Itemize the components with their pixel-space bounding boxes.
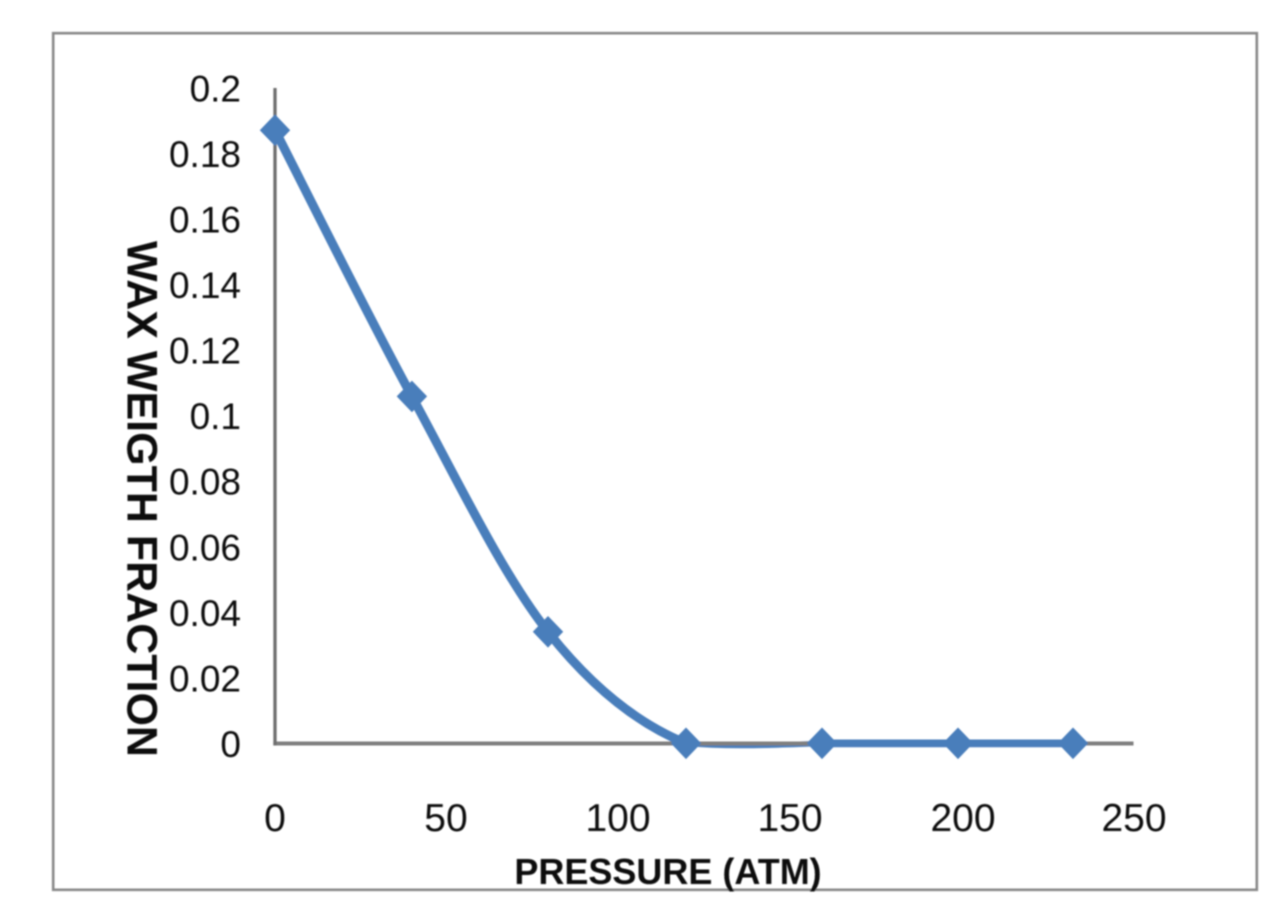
svg-text:0.02: 0.02: [169, 658, 241, 699]
svg-text:200: 200: [930, 797, 995, 840]
svg-text:0: 0: [220, 724, 241, 765]
svg-text:0.04: 0.04: [169, 593, 241, 634]
svg-text:150: 150: [757, 797, 822, 840]
svg-text:250: 250: [1101, 797, 1166, 840]
svg-text:0.1: 0.1: [190, 396, 241, 437]
svg-text:0.12: 0.12: [169, 331, 241, 372]
svg-text:0: 0: [264, 797, 286, 840]
svg-text:0.2: 0.2: [190, 69, 241, 110]
svg-text:0.14: 0.14: [169, 265, 241, 306]
svg-text:100: 100: [585, 797, 650, 840]
svg-text:PRESSURE (ATM): PRESSURE (ATM): [514, 851, 821, 892]
svg-text:WAX WEIGTH FRACTION: WAX WEIGTH FRACTION: [118, 241, 166, 757]
svg-text:0.08: 0.08: [169, 462, 241, 503]
svg-text:50: 50: [424, 797, 467, 840]
svg-text:0.18: 0.18: [169, 134, 241, 175]
svg-text:0.16: 0.16: [169, 200, 241, 241]
svg-text:0.06: 0.06: [169, 527, 241, 568]
